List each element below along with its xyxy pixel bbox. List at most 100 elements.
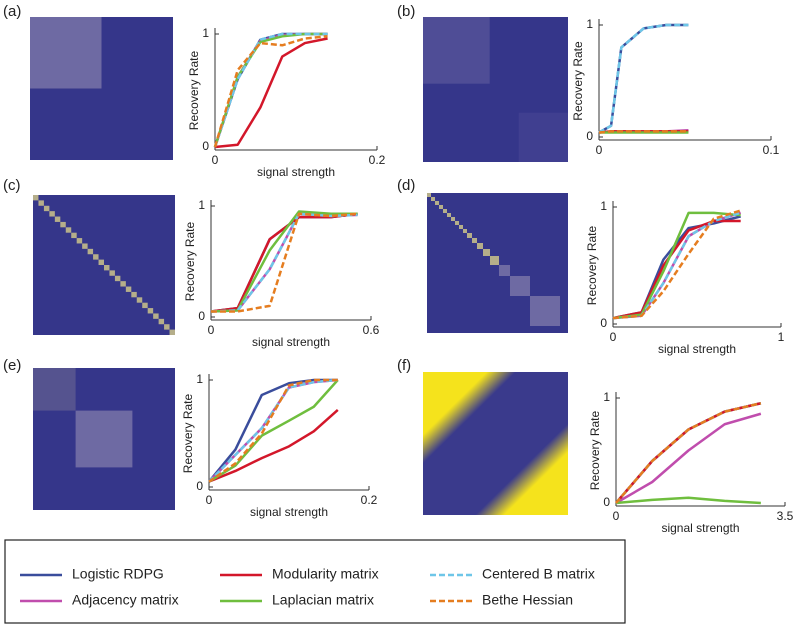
x-tick-label: 0 [208,323,215,337]
legend-label: Centered B matrix [482,566,595,582]
x-axis-label: signal strength [250,505,328,519]
matrix-block [142,302,148,309]
matrix-block [136,297,143,303]
series-line [208,378,338,483]
panel-label: (c) [3,177,21,194]
series-line [213,35,328,148]
series-line [612,211,742,320]
y-tick-label: 0 [196,479,203,493]
matrix-block [439,205,443,209]
series-line [598,23,689,134]
matrix-block [131,291,137,298]
y-tick-label: 1 [603,390,610,404]
matrix-block [120,281,126,287]
matrix-block [75,410,133,468]
series-line [208,378,338,483]
matrix-block [43,205,50,212]
y-axis-label: Recovery Rate [571,41,585,121]
series-line [208,378,338,483]
matrix-block [463,229,467,233]
x-tick-label: 0 [613,509,620,523]
matrix-block [490,256,499,265]
matrix-block [93,254,99,260]
matrix-block [30,17,102,89]
matrix-block [87,248,94,255]
matrix-block [518,112,568,162]
matrix-block [114,275,121,282]
legend-label: Laplacian matrix [272,592,374,608]
series-line [208,409,339,483]
panel-label: (e) [3,357,21,374]
matrix-block [60,221,66,228]
matrix-block [477,243,483,249]
y-axis-label: Recovery Rate [181,393,195,473]
y-tick-label: 0 [202,139,209,153]
matrix-block [435,201,439,205]
series-line [612,211,741,320]
series-line [612,209,742,320]
series-line [213,32,328,148]
matrix-block [455,221,459,225]
matrix-block [443,209,447,213]
matrix-block [431,197,435,201]
matrix-block [33,368,76,411]
y-tick-label: 1 [196,372,203,386]
matrix-block [33,195,39,201]
matrix-block [423,17,490,84]
matrix-block [164,324,170,330]
x-tick-label: 1 [778,330,785,344]
y-tick-label: 1 [202,26,209,40]
matrix-block [38,200,44,206]
matrix-block [530,296,560,326]
x-tick-label: 0.6 [363,323,380,337]
matrix-block [158,318,165,325]
matrix-block [499,265,510,276]
y-tick-label: 1 [586,17,593,31]
legend-label: Bethe Hessian [482,592,573,608]
series-line [208,378,338,483]
y-tick-label: 0 [600,316,607,330]
matrix-block [427,193,431,197]
y-axis-label: Recovery Rate [588,410,602,490]
panel-label: (d) [397,177,415,194]
series-line [612,219,741,320]
series-line [208,379,339,483]
panel-label: (b) [397,3,415,20]
x-axis-label: signal strength [252,335,330,349]
legend-label: Modularity matrix [272,566,379,582]
x-tick-label: 0 [212,153,219,167]
x-tick-label: 0.2 [369,153,386,167]
panel-label: (f) [397,357,411,374]
matrix-block [467,233,472,238]
y-tick-label: 0 [198,309,205,323]
series-line [211,212,358,313]
series-line [615,496,761,505]
x-tick-label: 0.1 [763,143,780,157]
x-tick-label: 0 [596,143,603,157]
y-axis-label: Recovery Rate [183,221,197,301]
series-line [615,402,762,504]
series-line [214,37,328,149]
matrix-block [169,329,175,335]
y-tick-label: 1 [198,198,205,212]
legend-label: Logistic RDPG [72,566,164,582]
matrix-block [147,308,154,314]
y-axis-label: Recovery Rate [187,50,201,130]
matrix-block [483,249,490,256]
x-axis-label: signal strength [661,521,739,535]
series-line [615,412,762,505]
panel-label: (a) [3,3,21,20]
x-axis-label: signal strength [658,342,736,356]
matrix-block [472,238,477,243]
matrix-block [54,216,61,222]
series-line [612,215,741,320]
x-tick-label: 0 [206,493,213,507]
series-line [615,402,762,504]
y-axis-label: Recovery Rate [585,225,599,305]
series-line [612,211,742,320]
series-line [615,402,762,504]
matrix-block [447,213,451,217]
matrix-block [76,238,83,244]
x-tick-label: 0 [610,330,617,344]
